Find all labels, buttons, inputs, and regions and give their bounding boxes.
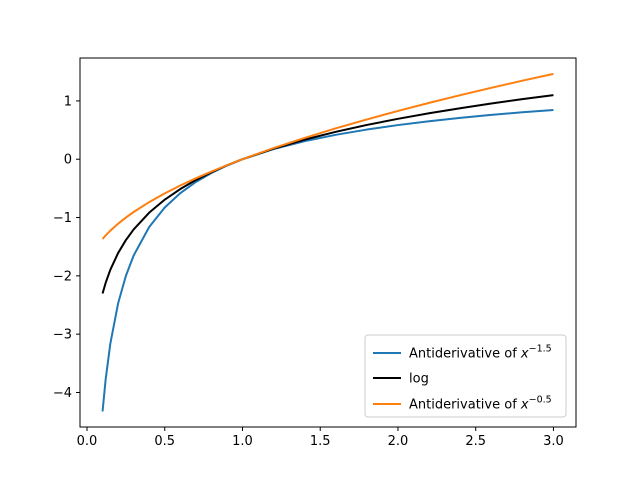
y-tick-label: −1 <box>53 211 72 226</box>
y-tick-label: −4 <box>53 386 72 401</box>
y-tick-label: 0 <box>64 153 72 168</box>
legend: Antiderivative of x−1.5 log Antiderivative… <box>364 334 567 418</box>
x-tick-label: 1.0 <box>232 434 253 449</box>
legend-label-2: log <box>409 372 429 387</box>
legend-box <box>364 334 567 418</box>
legend-label-1: Antiderivative of x−1.5 <box>409 344 552 362</box>
axes-frame <box>79 57 577 428</box>
x-tick-label: 2.0 <box>388 434 409 449</box>
y-tick-label: −3 <box>53 328 72 343</box>
series-line-3 <box>101 72 554 240</box>
x-tick-label: 2.5 <box>465 434 486 449</box>
y-tick-label: −2 <box>53 269 72 284</box>
y-axis: −4 −3 −2 −1 0 1 <box>53 94 80 401</box>
x-axis: 0.0 0.5 1.0 1.5 2.0 2.5 3.0 <box>77 427 564 449</box>
x-tick-label: 3.0 <box>543 434 564 449</box>
y-tick-label: 1 <box>64 94 72 109</box>
x-tick-label: 0.5 <box>154 434 175 449</box>
x-tick-label: 1.5 <box>310 434 331 449</box>
x-tick-label: 0.0 <box>77 434 98 449</box>
legend-label-3: Antiderivative of x−0.5 <box>409 395 552 413</box>
plot-area <box>101 72 554 412</box>
